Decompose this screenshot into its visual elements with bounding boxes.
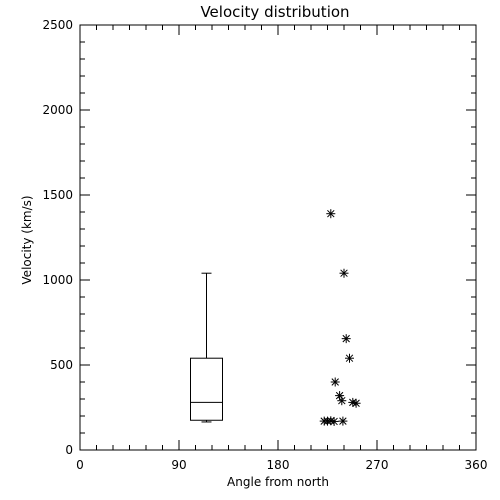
scatter-points [319, 209, 361, 426]
x-tick-label: 180 [267, 458, 290, 472]
box-iqr [190, 357, 223, 421]
boxplot [190, 272, 223, 423]
y-tick-label: 1000 [42, 273, 73, 287]
x-axis-ticks: 0 90 180 270 360 [76, 25, 487, 472]
y-axis-label: Velocity (km/s) [20, 195, 34, 284]
x-tick-label: 270 [366, 458, 389, 472]
data-point [326, 209, 336, 219]
x-tick-label: 90 [171, 458, 186, 472]
y-tick-label: 2000 [42, 103, 73, 117]
data-point [338, 416, 348, 426]
x-tick-label: 0 [76, 458, 84, 472]
data-point [345, 353, 354, 363]
data-point [341, 334, 351, 344]
y-axis-ticks: 0 500 1000 1500 2000 2500 [42, 18, 476, 457]
data-point [339, 268, 349, 278]
data-point [337, 396, 347, 406]
y-tick-label: 0 [65, 443, 73, 457]
plot-frame [79, 24, 477, 451]
x-tick-label: 360 [465, 458, 488, 472]
y-tick-label: 1500 [42, 188, 73, 202]
y-tick-label: 2500 [42, 18, 73, 32]
x-axis-label: Angle from north [227, 475, 329, 489]
data-point [351, 398, 361, 408]
chart-title: Velocity distribution [200, 3, 349, 21]
data-point [330, 377, 340, 387]
y-tick-label: 500 [50, 358, 73, 372]
data-point [329, 416, 339, 426]
